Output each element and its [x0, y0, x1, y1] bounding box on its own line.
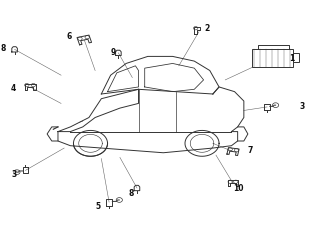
FancyBboxPatch shape [251, 49, 293, 67]
Text: 6: 6 [66, 32, 71, 41]
Text: 4: 4 [10, 84, 16, 93]
Text: 3: 3 [300, 102, 305, 111]
Text: 3: 3 [12, 170, 17, 179]
Text: 8: 8 [0, 44, 6, 53]
Text: 10: 10 [233, 184, 244, 193]
Text: 1: 1 [289, 54, 295, 63]
Text: 8: 8 [128, 189, 134, 198]
Text: 7: 7 [247, 146, 253, 155]
Text: 5: 5 [95, 202, 100, 211]
Text: 2: 2 [204, 24, 209, 33]
FancyBboxPatch shape [293, 53, 299, 62]
Text: 9: 9 [111, 48, 116, 57]
